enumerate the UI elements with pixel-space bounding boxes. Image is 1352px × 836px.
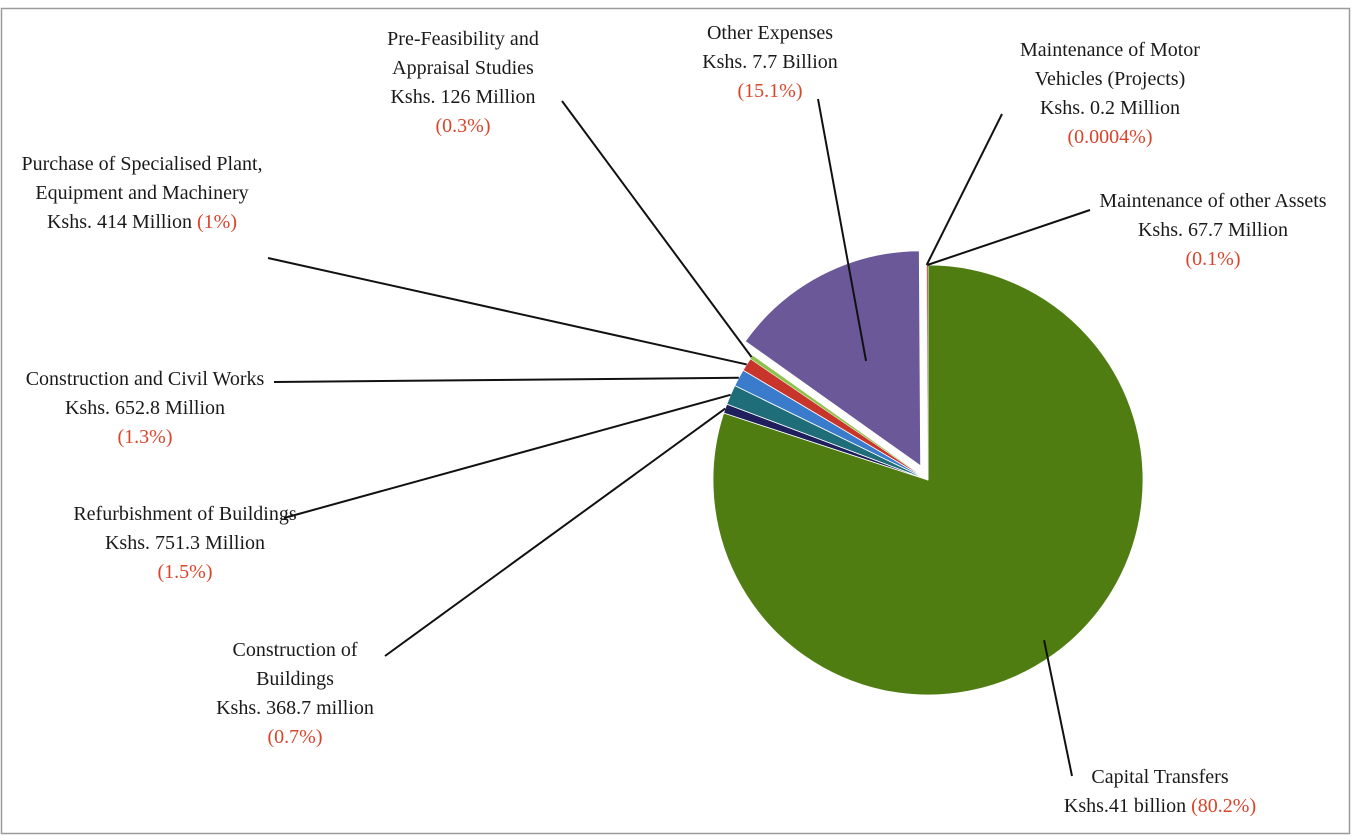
amount-label: Kshs.41 billion bbox=[1063, 795, 1187, 817]
category-label: Other Expenses bbox=[706, 22, 834, 44]
category-label: Purchase of Specialised Plant, Equipment… bbox=[21, 153, 263, 204]
slice-label: Refurbishment of Buildings Kshs. 751.3 Mi… bbox=[70, 500, 300, 587]
percent-label: (0.0004%) bbox=[1067, 126, 1153, 148]
category-label: Construction and Civil Works bbox=[25, 368, 265, 390]
amount-label: Kshs. 126 Million bbox=[390, 86, 536, 108]
percent-label: (1.5%) bbox=[157, 561, 213, 583]
leader-line bbox=[561, 100, 753, 358]
amount-label: Kshs. 652.8 Million bbox=[64, 397, 226, 419]
slice-label: Construction and Civil Works Kshs. 652.8 … bbox=[20, 365, 270, 452]
slice-label: Construction of Buildings Kshs. 368.7 mil… bbox=[195, 636, 395, 752]
leader-line bbox=[817, 98, 868, 362]
leader-line bbox=[384, 407, 726, 657]
leader-line bbox=[925, 113, 1003, 266]
category-label: Maintenance of other Assets bbox=[1099, 190, 1327, 212]
percent-label: (0.3%) bbox=[435, 115, 491, 137]
leader-line bbox=[267, 257, 747, 366]
amount-label: Kshs. 414 Million bbox=[46, 211, 193, 233]
category-label: Capital Transfers bbox=[1091, 766, 1229, 788]
slice-label: Maintenance of other Assets Kshs. 67.7 Mi… bbox=[1097, 187, 1329, 274]
leader-line bbox=[283, 393, 731, 519]
category-label: Maintenance of Motor Vehicles (Projects) bbox=[1020, 39, 1200, 90]
slice-label: Other Expenses Kshs. 7.7 Billion (15.1%) bbox=[670, 19, 870, 106]
pie-slice bbox=[926, 264, 929, 481]
leader-line bbox=[927, 209, 1091, 266]
frame bbox=[0, 7, 1351, 835]
category-label: Construction of Buildings bbox=[232, 639, 358, 690]
slice-label: Maintenance of Motor Vehicles (Projects)… bbox=[990, 36, 1230, 152]
slice-label: Capital Transfers Kshs.41 billion (80.2%) bbox=[1030, 763, 1290, 821]
percent-label: (15.1%) bbox=[737, 80, 803, 102]
category-label: Refurbishment of Buildings bbox=[73, 503, 297, 525]
slice-label: Pre-Feasibility and Appraisal Studies Ksh… bbox=[363, 25, 563, 141]
percent-label: (1%) bbox=[197, 211, 237, 233]
percent-label: (80.2%) bbox=[1191, 795, 1257, 817]
pie-slice bbox=[744, 250, 922, 467]
amount-label: Kshs. 368.7 million bbox=[216, 697, 374, 719]
percent-label: (0.1%) bbox=[1185, 248, 1241, 270]
leader-line bbox=[1043, 639, 1073, 777]
leader-line bbox=[273, 376, 739, 383]
slice-label: Purchase of Specialised Plant, Equipment… bbox=[11, 150, 273, 237]
percent-label: (1.3%) bbox=[117, 426, 173, 448]
amount-label: Kshs. 751.3 Million bbox=[104, 532, 266, 554]
amount-label: Kshs. 7.7 Billion bbox=[702, 51, 838, 73]
percent-label: (0.7%) bbox=[267, 726, 323, 748]
category-label: Pre-Feasibility and Appraisal Studies bbox=[387, 28, 539, 79]
amount-label: Kshs. 67.7 Million bbox=[1137, 219, 1289, 241]
amount-label: Kshs. 0.2 Million bbox=[1039, 97, 1181, 119]
